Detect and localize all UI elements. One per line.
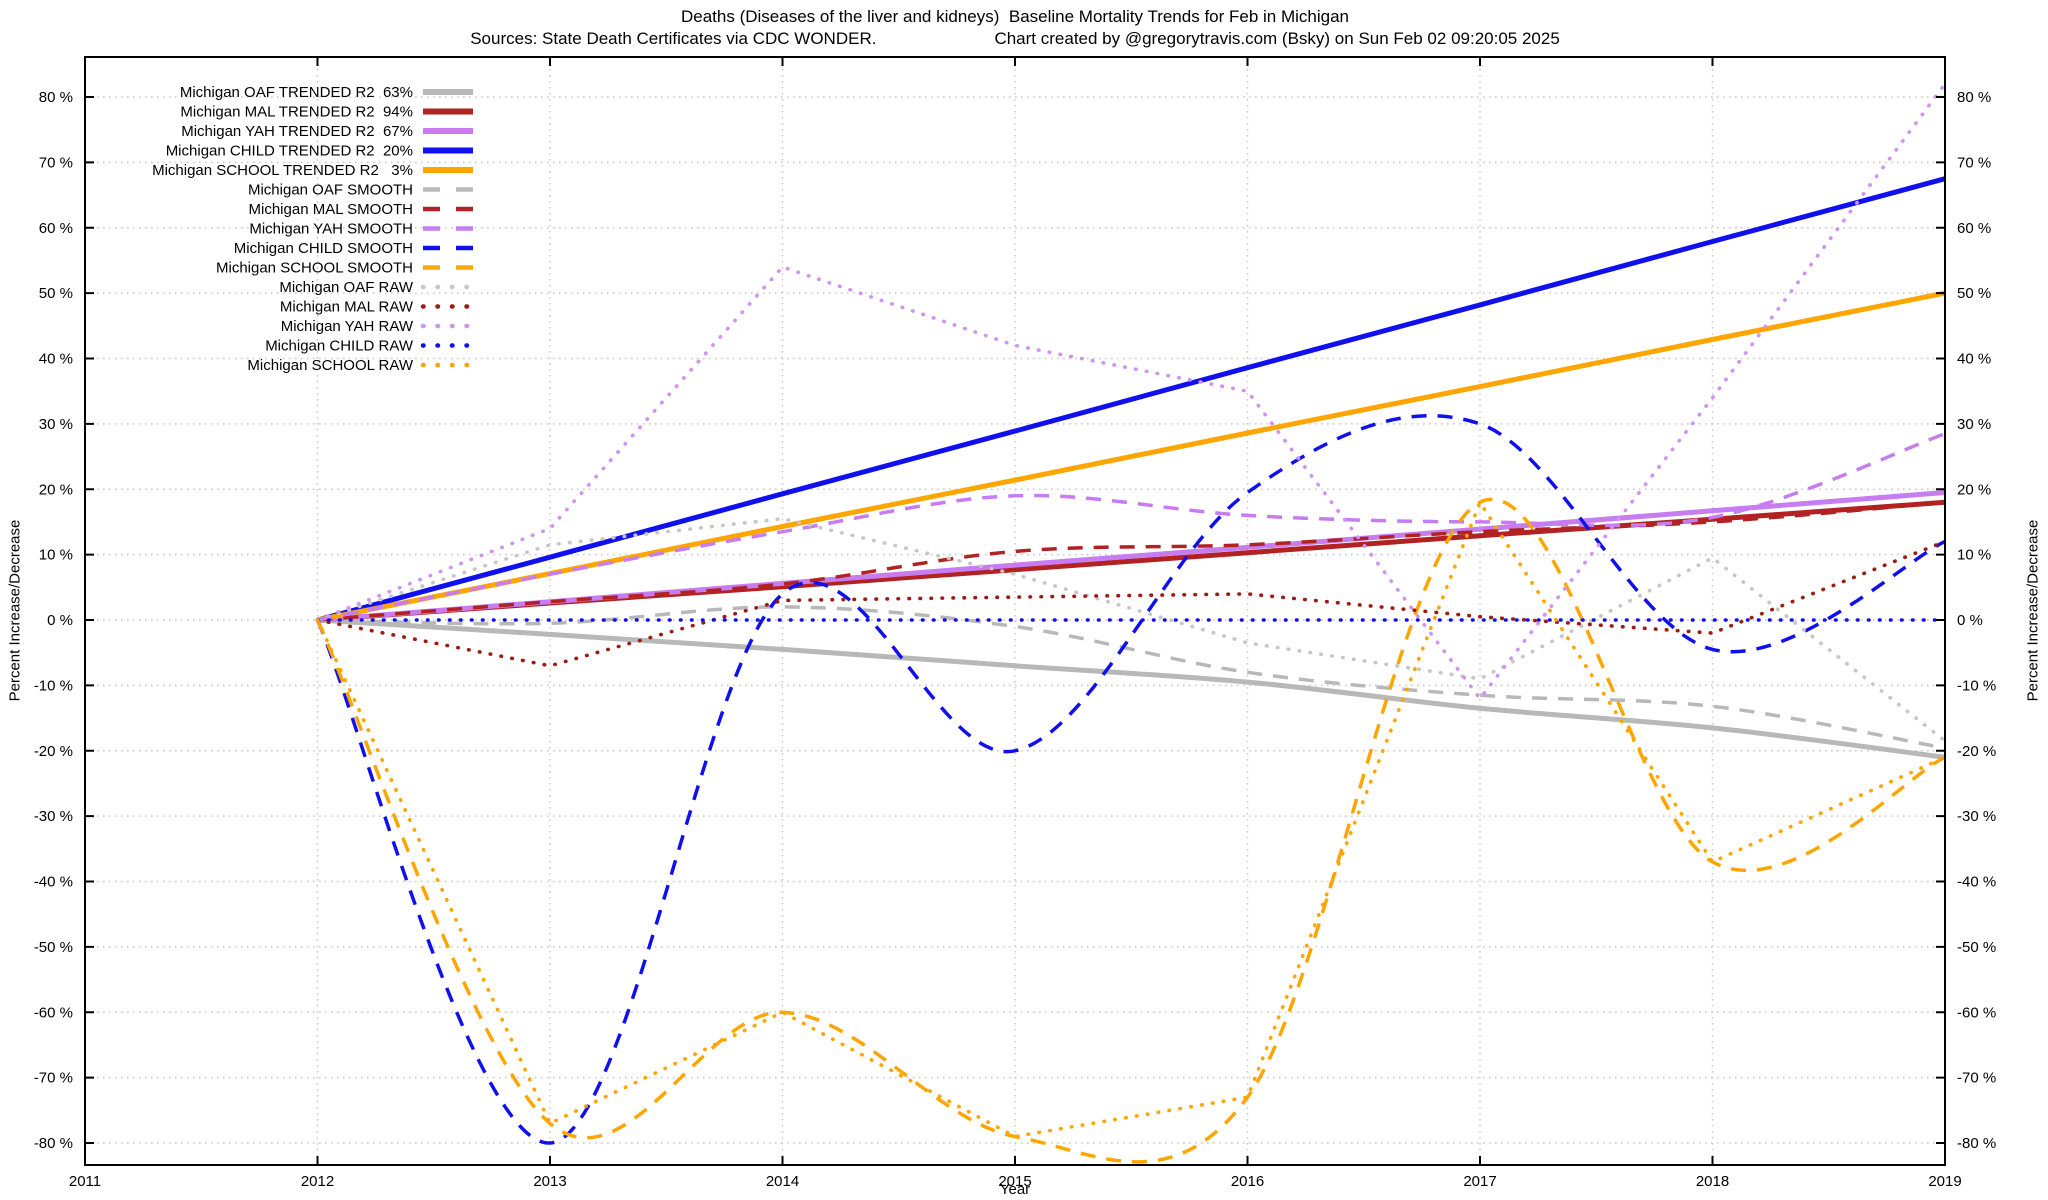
y-tick-label-right: -60 % [1957,1004,1996,1021]
legend-item-child-raw: Michigan CHILD RAW [265,338,476,355]
series-michigan-school-trended [317,290,1945,623]
y-axis-label-left: Percent Increase/Decrease [6,519,24,702]
y-tick-label-left: -30 % [34,808,73,825]
legend-label-school-smooth: Michigan SCHOOL SMOOTH [216,260,413,277]
y-tick-label-right: 0 % [1957,612,1983,629]
x-tick-label: 2019 [1928,1173,1961,1190]
y-tick-label-right: -50 % [1957,939,1996,956]
y-tick-label-left: 50 % [39,285,73,302]
y-tick-label-left: 0 % [47,612,73,629]
x-tick-label: 2012 [301,1173,334,1190]
y-tick-label-left: 60 % [39,220,73,237]
x-tick-label: 2011 [69,1173,101,1190]
legend-label-child-smooth: Michigan CHILD SMOOTH [234,240,413,257]
y-tick-label-left: 20 % [39,481,73,498]
legend-label-yah-trended: Michigan YAH TRENDED R2 67% [181,123,413,140]
y-tick-label-right: -10 % [1957,677,1996,694]
y-tick-label-left: -60 % [34,1004,73,1021]
y-tick-label-right: 70 % [1957,154,1991,171]
series-michigan-oaf-smooth [317,605,1945,750]
y-tick-label-left: 80 % [39,89,73,106]
y-tick-label-left: -10 % [34,677,73,694]
legend-label-child-raw: Michigan CHILD RAW [265,338,414,355]
legend-item-school-trended: Michigan SCHOOL TRENDED R2 3% [152,162,473,179]
legend-label-yah-raw: Michigan YAH RAW [281,318,414,335]
y-tick-label-right: -20 % [1957,743,1996,760]
y-tick-label-left: 30 % [39,416,73,433]
legend-item-yah-smooth: Michigan YAH SMOOTH [249,221,473,238]
tick-labels: 80 % 80 % 70 % 70 % 60 % 60 % 50 % 50 % 40 % 40 %… [34,89,1996,1190]
y-tick-label-right: 10 % [1957,547,1991,564]
legend-item-school-smooth: Michigan SCHOOL SMOOTH [216,260,473,277]
y-tick-label-right: -30 % [1957,808,1996,825]
legend-label-school-raw: Michigan SCHOOL RAW [247,357,413,374]
legend-label-oaf-raw: Michigan OAF RAW [279,279,413,296]
x-tick-label: 2015 [998,1173,1031,1190]
legend-label-oaf-trended: Michigan OAF TRENDED R2 63% [180,84,413,101]
x-tick-label: 2018 [1696,1173,1729,1190]
legend-label-school-trended: Michigan SCHOOL TRENDED R2 3% [152,162,413,179]
legend-label-mal-smooth: Michigan MAL SMOOTH [249,201,413,218]
y-tick-label-right: 40 % [1957,351,1991,368]
y-tick-label-left: 40 % [39,351,73,368]
series-michigan-yah-raw [315,82,1945,701]
legend-item-yah-trended: Michigan YAH TRENDED R2 67% [181,123,473,140]
series-michigan-mal-smooth [317,500,1945,622]
legend-item-mal-raw: Michigan MAL RAW [280,299,476,316]
legend-item-oaf-raw: Michigan OAF RAW [279,279,476,296]
y-tick-label-left: -40 % [34,874,73,891]
legend-item-yah-raw: Michigan YAH RAW [281,318,476,335]
legend-item-oaf-trended: Michigan OAF TRENDED R2 63% [180,84,473,101]
legend-item-child-trended: Michigan CHILD TRENDED R2 20% [166,143,473,160]
legend-label-yah-smooth: Michigan YAH SMOOTH [249,221,413,238]
chart-titles: Deaths (Diseases of the liver and kidney… [85,6,1945,50]
x-axis-label: Year [999,1181,1031,1198]
series-michigan-child-smooth [315,414,1945,1145]
x-tick-label: 2017 [1463,1173,1496,1190]
axis-ticks [84,57,1946,1165]
chart-credit-note: Chart created by @gregorytravis.com (Bsk… [994,29,1560,48]
chart-subtitle: Sources: State Death Certificates via CD… [85,28,1945,50]
y-tick-label-right: 20 % [1957,481,1991,498]
y-tick-label-left: 70 % [39,154,73,171]
legend-item-child-smooth: Michigan CHILD SMOOTH [234,240,473,257]
y-tick-label-left: -20 % [34,743,73,760]
series-michigan-school-smooth [315,497,1945,1164]
x-tick-label: 2013 [533,1173,566,1190]
legend: Michigan OAF TRENDED R2 63% Michigan MAL … [152,84,476,374]
y-tick-label-right: 50 % [1957,285,1991,302]
y-tick-label-right: -40 % [1957,874,1996,891]
y-axis-label-right: Percent Increase/Decrease [2024,519,2042,702]
legend-label-oaf-smooth: Michigan OAF SMOOTH [248,182,413,199]
legend-item-mal-trended: Michigan MAL TRENDED R2 94% [180,104,473,121]
y-tick-label-left: -50 % [34,939,73,956]
series-michigan-mal-raw [315,539,1945,668]
y-tick-label-right: 80 % [1957,89,1991,106]
legend-item-oaf-smooth: Michigan OAF SMOOTH [248,182,473,199]
series-michigan-yah-smooth [317,432,1945,622]
series-michigan-child-trended [316,176,1945,623]
chart-source-note: Sources: State Death Certificates via CD… [470,29,877,48]
series-michigan-school-raw [315,500,1945,1139]
y-tick-label-right: 60 % [1957,220,1991,237]
legend-label-mal-raw: Michigan MAL RAW [280,299,414,316]
legend-label-mal-trended: Michigan MAL TRENDED R2 94% [180,104,413,121]
legend-label-child-trended: Michigan CHILD TRENDED R2 20% [166,143,413,160]
chart-title: Deaths (Diseases of the liver and kidney… [680,7,1350,26]
y-tick-label-left: 10 % [39,547,73,564]
legend-item-mal-smooth: Michigan MAL SMOOTH [249,201,473,218]
y-tick-label-left: -70 % [34,1070,73,1087]
legend-item-school-raw: Michigan SCHOOL RAW [247,357,476,374]
y-tick-label-right: -80 % [1957,1135,1996,1152]
x-tick-label: 2014 [766,1173,799,1190]
series-michigan-oaf-trended [317,617,1945,760]
series-lines [315,82,1945,1164]
x-tick-label: 2016 [1231,1173,1264,1190]
y-tick-label-left: -80 % [34,1135,73,1152]
y-tick-label-right: -70 % [1957,1070,1996,1087]
y-tick-label-right: 30 % [1957,416,1991,433]
